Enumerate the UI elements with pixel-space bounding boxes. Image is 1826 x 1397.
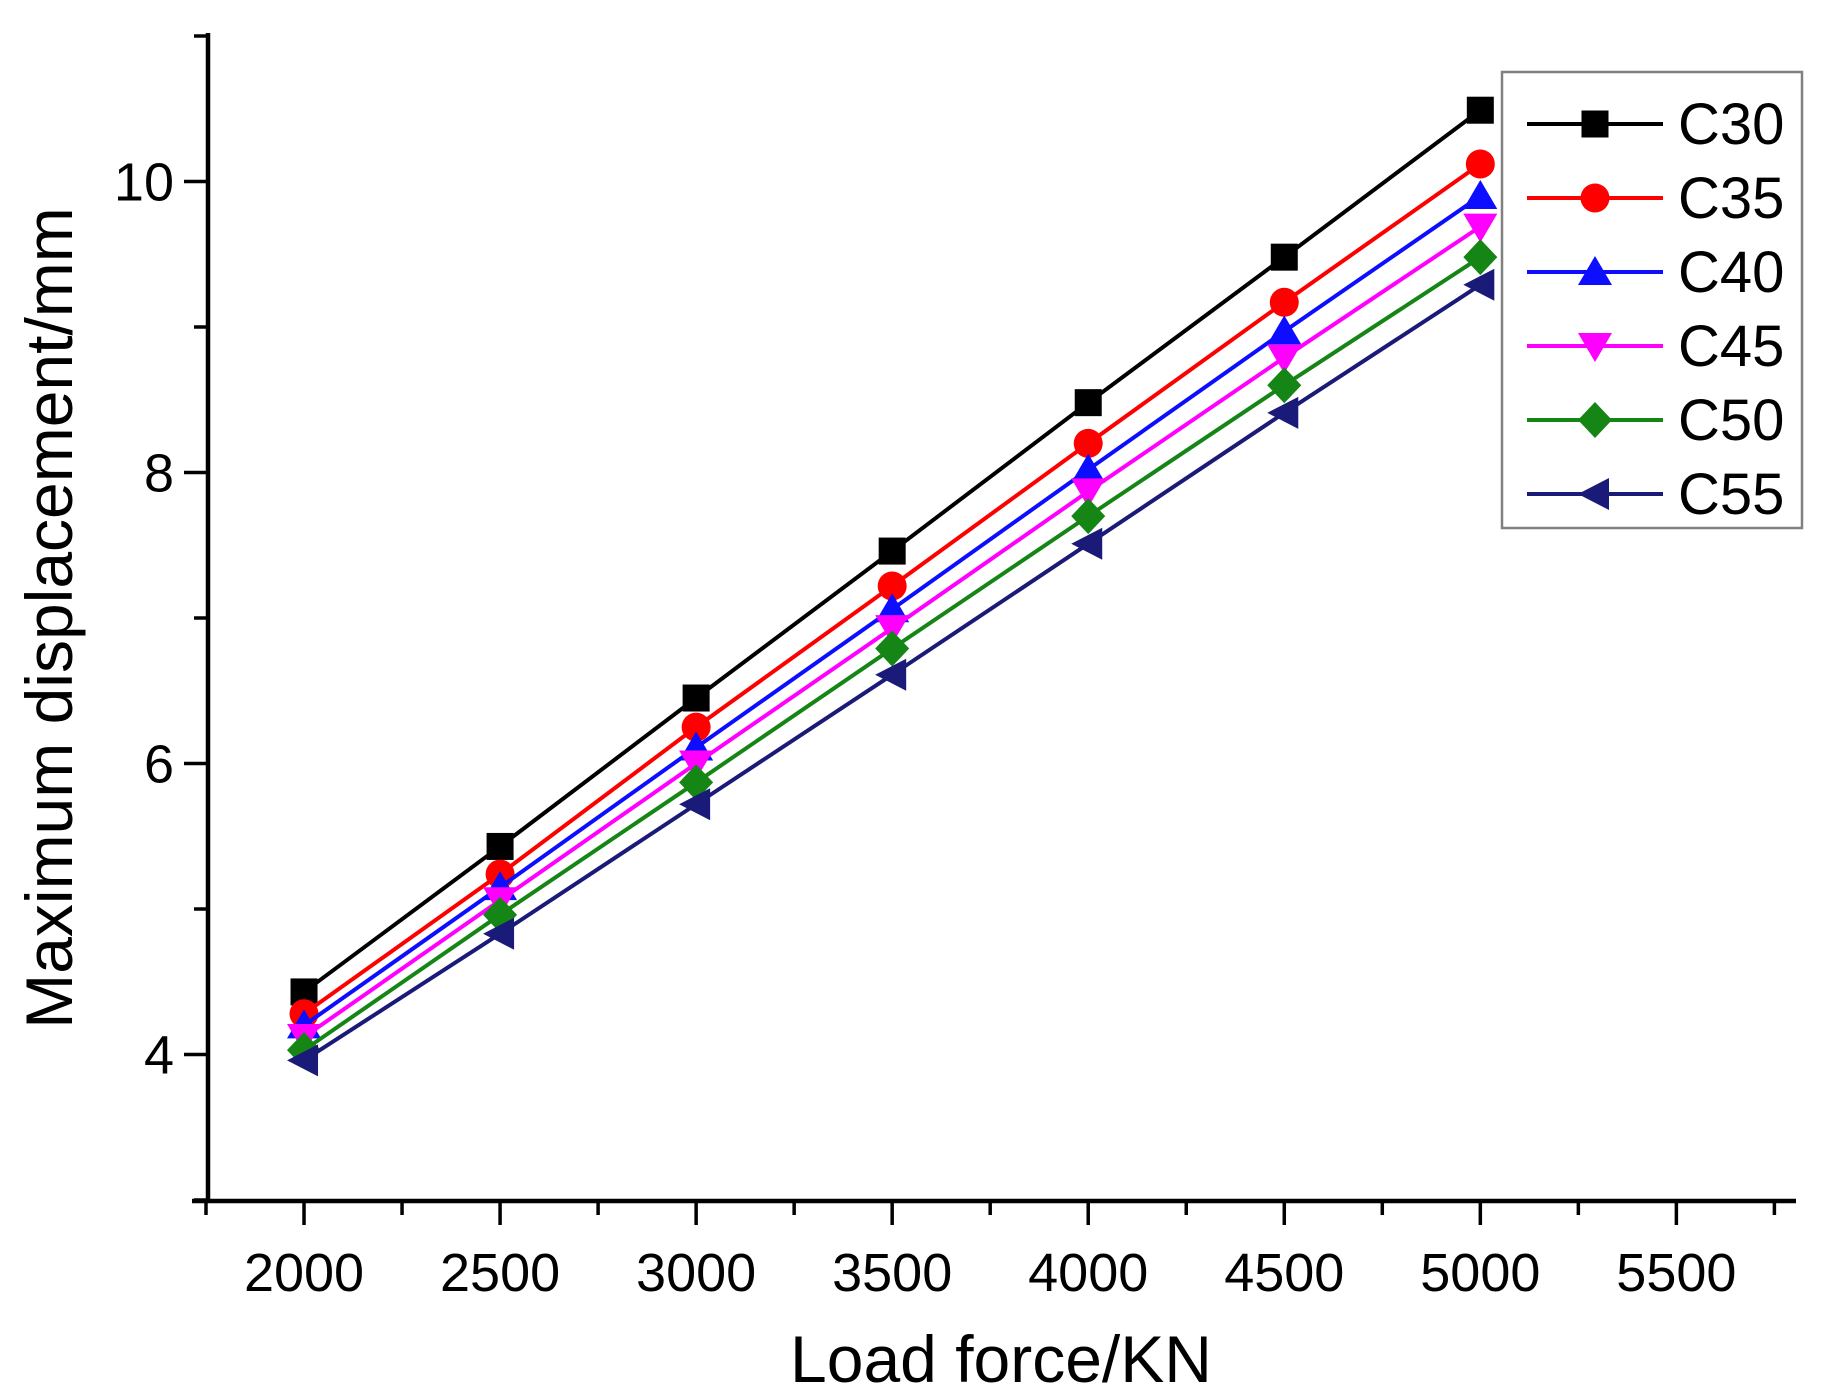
x-tick-label: 5500	[1616, 1243, 1736, 1303]
triangle-up-marker	[1071, 453, 1106, 483]
triangle-down-marker	[1267, 344, 1302, 374]
triangle-left-marker	[875, 658, 907, 691]
triangle-up-marker	[1578, 256, 1612, 285]
legend-item-C45: C45	[1527, 314, 1784, 379]
triangle-up-marker	[1463, 180, 1498, 210]
x-tick-label: 2500	[440, 1243, 560, 1303]
x-tick-label: 3500	[832, 1243, 952, 1303]
circle-marker	[877, 571, 907, 601]
circle-marker	[1580, 183, 1610, 213]
series-C35	[289, 149, 1495, 1029]
diamond-marker	[1463, 239, 1498, 276]
triangle-down-marker	[1463, 213, 1498, 243]
diamond-marker	[1071, 498, 1106, 535]
circle-marker	[1269, 287, 1299, 317]
triangle-left-marker	[483, 917, 515, 950]
legend-box	[1500, 70, 1804, 530]
circle-marker	[681, 712, 711, 742]
legend-label-C40: C40	[1678, 240, 1784, 305]
x-tick-label: 2000	[244, 1243, 364, 1303]
legend-label-C35: C35	[1678, 166, 1784, 231]
x-tick-label: 4500	[1224, 1243, 1344, 1303]
square-marker	[878, 537, 906, 565]
legend-item-C55: C55	[1527, 462, 1784, 527]
series-layer	[287, 96, 1498, 1077]
triangle-down-marker	[1071, 478, 1106, 508]
y-tick-label: 6	[144, 735, 174, 795]
square-marker	[1581, 110, 1609, 138]
series-C30	[290, 96, 1494, 1006]
triangle-down-marker	[1578, 333, 1612, 362]
legend-layer: C30 C35 C40 C45 C50 C55	[1500, 70, 1804, 530]
x-tick-label: 4000	[1028, 1243, 1148, 1303]
legend-item-C50: C50	[1527, 388, 1784, 453]
triangle-left-marker	[1463, 268, 1495, 301]
series-C40	[287, 180, 1498, 1039]
square-marker	[1270, 243, 1298, 271]
square-marker	[486, 832, 514, 860]
triangle-down-marker	[875, 615, 910, 645]
series-C50	[287, 239, 1498, 1069]
diamond-marker	[1578, 402, 1612, 438]
triangle-left-marker	[287, 1044, 319, 1077]
circle-marker	[1073, 428, 1103, 458]
x-tick-label: 5000	[1420, 1243, 1540, 1303]
triangle-left-marker	[679, 788, 711, 821]
square-marker	[1074, 389, 1102, 417]
circle-marker	[1465, 149, 1495, 179]
x-axis-title: Load force/KN	[790, 1322, 1212, 1396]
legend-label-C50: C50	[1678, 388, 1784, 453]
x-tick-label: 3000	[636, 1243, 756, 1303]
legend-item-C35: C35	[1527, 166, 1784, 231]
triangle-up-marker	[875, 593, 910, 623]
series-C55	[287, 268, 1495, 1077]
diamond-marker	[875, 630, 910, 667]
square-marker	[1466, 96, 1494, 124]
triangle-left-marker	[1267, 396, 1299, 429]
triangle-left-marker	[1071, 527, 1103, 560]
square-marker	[682, 684, 710, 712]
legend-label-C55: C55	[1678, 462, 1784, 527]
triangle-left-marker	[1578, 478, 1609, 510]
diamond-marker	[1267, 367, 1302, 404]
legend-item-C30: C30	[1527, 92, 1784, 157]
y-axis-title: Maximum displacement/mm	[12, 207, 86, 1029]
legend-label-C45: C45	[1678, 314, 1784, 379]
legend-item-C40: C40	[1527, 240, 1784, 305]
y-tick-label: 4	[144, 1026, 174, 1086]
triangle-up-marker	[1267, 315, 1302, 345]
legend-label-C30: C30	[1678, 92, 1784, 157]
y-tick-label: 10	[114, 153, 174, 213]
y-tick-label: 8	[144, 444, 174, 504]
axes-layer: 2000 2500 3000 3500 4000 4500 5000 5500 4 6 8 10	[114, 33, 1796, 1303]
diamond-marker	[483, 896, 518, 933]
